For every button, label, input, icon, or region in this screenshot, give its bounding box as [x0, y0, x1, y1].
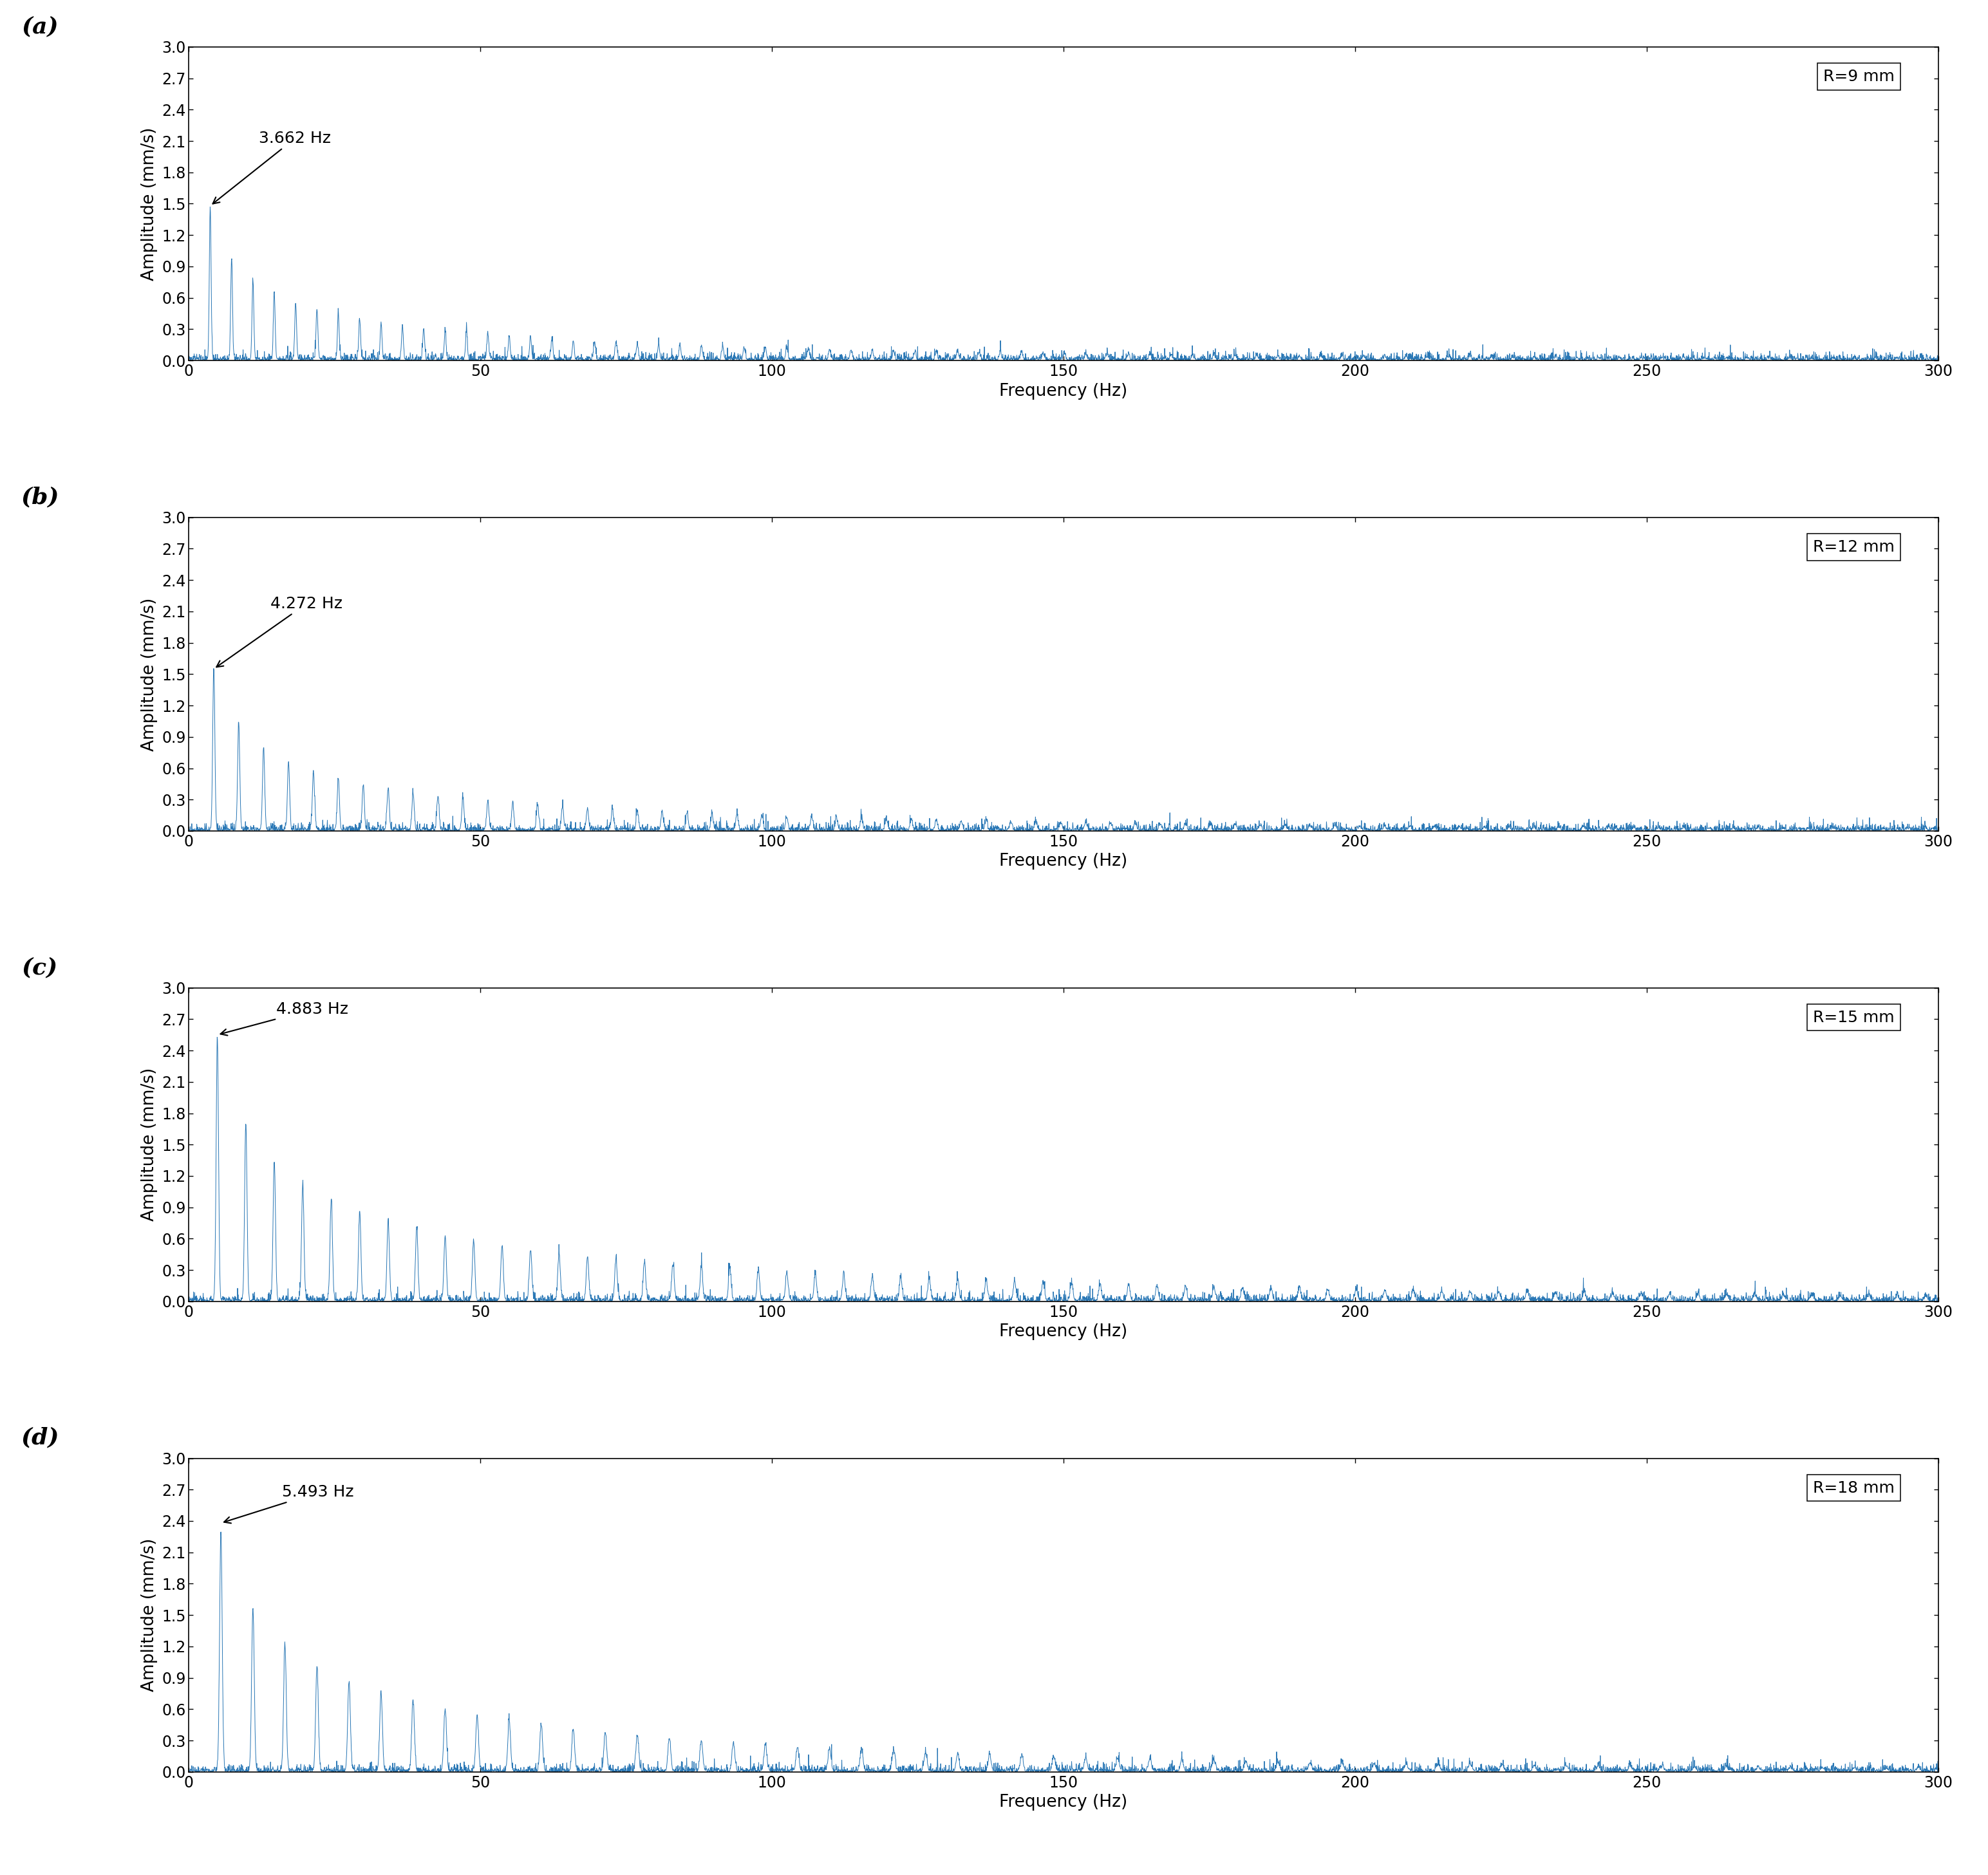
Text: (b): (b)	[22, 486, 60, 508]
Text: 3.662 Hz: 3.662 Hz	[213, 131, 330, 204]
Y-axis label: Amplitude (mm/s): Amplitude (mm/s)	[141, 127, 157, 281]
Text: R=9 mm: R=9 mm	[1823, 69, 1895, 84]
Text: 4.272 Hz: 4.272 Hz	[217, 596, 342, 668]
Text: (a): (a)	[22, 15, 60, 38]
X-axis label: Frequency (Hz): Frequency (Hz)	[1000, 382, 1127, 399]
Text: R=18 mm: R=18 mm	[1813, 1479, 1895, 1496]
Y-axis label: Amplitude (mm/s): Amplitude (mm/s)	[141, 1069, 157, 1221]
X-axis label: Frequency (Hz): Frequency (Hz)	[1000, 1324, 1127, 1341]
Text: R=12 mm: R=12 mm	[1813, 540, 1895, 555]
X-axis label: Frequency (Hz): Frequency (Hz)	[1000, 1794, 1127, 1811]
Text: (d): (d)	[22, 1427, 60, 1449]
Y-axis label: Amplitude (mm/s): Amplitude (mm/s)	[141, 1537, 157, 1691]
Text: R=15 mm: R=15 mm	[1813, 1011, 1895, 1026]
X-axis label: Frequency (Hz): Frequency (Hz)	[1000, 853, 1127, 870]
Text: 5.493 Hz: 5.493 Hz	[225, 1485, 354, 1522]
Y-axis label: Amplitude (mm/s): Amplitude (mm/s)	[141, 598, 157, 750]
Text: (c): (c)	[22, 956, 58, 979]
Text: 4.883 Hz: 4.883 Hz	[221, 1001, 348, 1035]
